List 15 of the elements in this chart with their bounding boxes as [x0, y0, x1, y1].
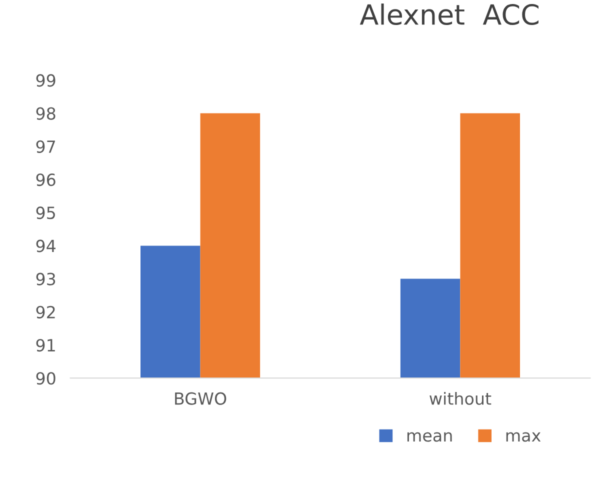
x-tick-label: BGWO — [175, 392, 226, 405]
y-tick-label: 96 — [36, 173, 56, 186]
y-tick-label: 93 — [36, 272, 56, 286]
y-tick-label: 95 — [36, 206, 55, 220]
y-tick-label: 98 — [36, 107, 56, 120]
y-tick-label: 91 — [36, 338, 55, 352]
legend-label: mean — [407, 432, 452, 442]
y-tick-label: 94 — [36, 240, 56, 252]
x-tick-label: without — [430, 392, 492, 405]
legend-label: max — [506, 432, 541, 442]
y-tick-label: 90 — [36, 372, 56, 385]
y-tick-label: 97 — [36, 140, 56, 153]
chart-title: Alexnet ACC — [360, 4, 538, 26]
y-tick-label: 99 — [36, 74, 56, 87]
y-tick-label: 92 — [36, 306, 55, 318]
